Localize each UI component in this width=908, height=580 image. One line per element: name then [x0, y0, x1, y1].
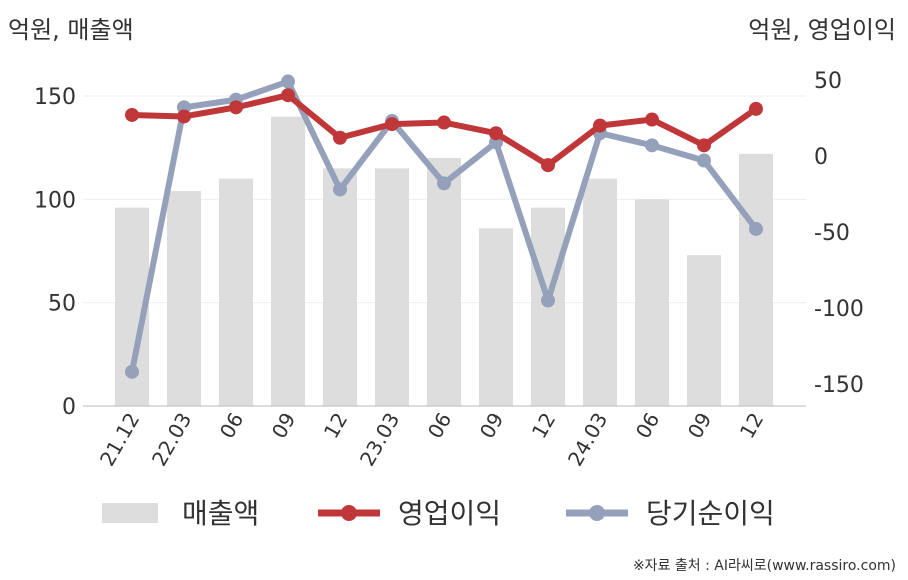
right-axis-unit-label: 억원, 영업이익: [748, 16, 896, 44]
operating-profit-point: [645, 112, 659, 127]
revenue-bar: [687, 255, 721, 406]
profit-lines: [125, 74, 763, 379]
net-income-point: [437, 176, 451, 191]
revenue-bar: [375, 168, 409, 406]
legend-marker-operating-profit: [341, 505, 357, 521]
right-tick-label: 50: [814, 69, 842, 94]
x-tick-label: 09: [683, 409, 717, 443]
left-axis-unit-label: 억원, 매출액: [8, 16, 134, 44]
revenue-bar: [739, 153, 773, 406]
operating-profit-point: [229, 100, 243, 115]
x-tick-label: 09: [267, 409, 301, 443]
net-income-point: [749, 221, 763, 236]
operating-profit-point: [333, 130, 347, 145]
operating-profit-point: [697, 138, 711, 153]
operating-profit-point: [125, 107, 139, 122]
right-tick-label: -50: [814, 221, 850, 246]
revenue-bar: [323, 168, 357, 406]
operating-profit-point: [541, 158, 555, 173]
operating-profit-point: [749, 101, 763, 116]
x-tick-label: 22.03: [147, 409, 196, 471]
operating-profit-point: [385, 117, 399, 132]
source-footer: ※자료 출처 : AI라씨로(www.rassiro.com): [633, 558, 896, 574]
right-axis-ticks: 50 0 -50 -100 -150: [814, 69, 864, 398]
net-income-point: [645, 138, 659, 153]
revenue-bars: [115, 116, 773, 407]
x-tick-label: 06: [215, 409, 249, 443]
x-tick-label: 06: [423, 409, 457, 443]
x-tick-label: 23.03: [355, 409, 404, 471]
left-tick-label: 0: [62, 395, 76, 420]
operating-profit-point: [489, 126, 503, 141]
revenue-bar: [219, 178, 253, 406]
x-axis-ticks: 21.12 22.03 06 09 12 23.03 06 09 12 24.03 06 09 12: [95, 409, 768, 471]
net-income-point: [541, 293, 555, 308]
operating-profit-line: [131, 92, 758, 169]
legend: 매출액 영업이익 당기순이익: [102, 497, 775, 530]
x-tick-label: 12: [735, 409, 769, 443]
legend-swatch-revenue: [102, 503, 158, 523]
operating-profit-point: [593, 118, 607, 133]
legend-label-operating-profit: 영업이익: [398, 497, 501, 530]
x-tick-label: 09: [475, 409, 509, 443]
x-tick-label: 21.12: [95, 409, 144, 471]
revenue-bar: [479, 228, 513, 406]
left-tick-label: 150: [34, 85, 76, 110]
legend-label-revenue: 매출액: [182, 497, 259, 530]
legend-label-net-income: 당기순이익: [646, 497, 775, 530]
net-income-point: [697, 153, 711, 168]
operating-profit-point: [177, 109, 191, 124]
revenue-bar: [427, 158, 461, 406]
left-tick-label: 100: [34, 188, 76, 213]
x-tick-label: 06: [631, 409, 665, 443]
legend-marker-net-income: [589, 505, 605, 521]
right-tick-label: 0: [814, 145, 828, 170]
x-tick-label: 12: [527, 409, 561, 443]
net-income-point: [125, 364, 139, 379]
operating-profit-point: [437, 115, 451, 130]
right-tick-label: -100: [814, 297, 864, 322]
x-tick-label: 24.03: [563, 409, 612, 471]
revenue-bar: [167, 191, 201, 406]
net-income-point: [281, 74, 295, 89]
revenue-bar: [635, 199, 669, 406]
left-axis-ticks: 0 50 100 150: [34, 85, 76, 420]
operating-profit-point: [281, 88, 295, 103]
net-income-point: [333, 182, 347, 197]
x-tick-label: 12: [319, 409, 353, 443]
revenue-bar: [271, 116, 305, 407]
left-tick-label: 50: [48, 292, 76, 317]
revenue-bar: [583, 178, 617, 406]
right-tick-label: -150: [814, 373, 864, 398]
